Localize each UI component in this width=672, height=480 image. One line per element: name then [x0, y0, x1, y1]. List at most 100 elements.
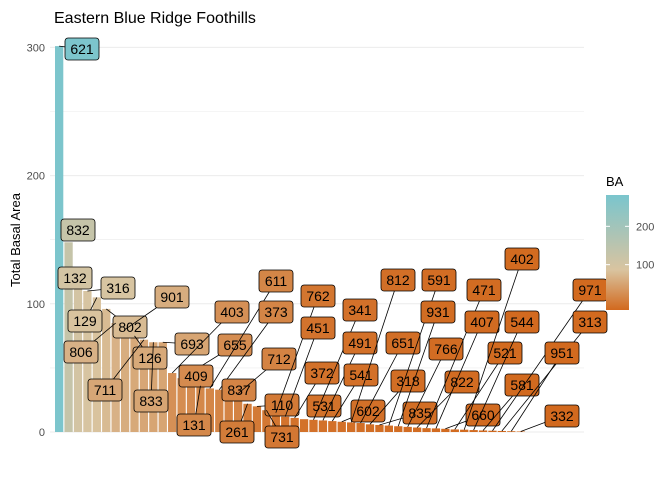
- bar-label-832: 832: [60, 218, 96, 242]
- bar-label-text: 451: [306, 320, 330, 336]
- bar-label-text: 491: [348, 335, 372, 351]
- bar-label-602: 602: [341, 399, 386, 423]
- bar-label-471: 471: [426, 278, 502, 429]
- bar-label-341: 341: [313, 298, 378, 420]
- bar-label-text: 832: [66, 222, 90, 238]
- bar-label-581: 581: [482, 373, 540, 431]
- bar-label-129: 129: [67, 297, 103, 333]
- legend-colorbar: [606, 195, 629, 310]
- y-tick-label: 100: [27, 299, 45, 311]
- bar-label-833: 833: [133, 342, 169, 413]
- legend-title: BA: [606, 174, 624, 189]
- bar-label-text: 402: [510, 251, 534, 267]
- bar-971: [488, 430, 497, 432]
- bar-label-591: 591: [388, 268, 457, 426]
- bar-693: [158, 342, 167, 432]
- bar-label-521: 521: [454, 341, 523, 430]
- bar-766: [403, 426, 412, 432]
- bar-label-812: 812: [350, 268, 416, 423]
- bar-label-802: 802: [106, 308, 148, 339]
- bar-544: [469, 430, 478, 432]
- bar-label-text: 951: [550, 345, 574, 361]
- bar-451: [281, 416, 290, 432]
- bar-label-text: 655: [223, 337, 247, 353]
- bar-label-text: 313: [578, 314, 602, 330]
- bar-label-text: 541: [349, 367, 373, 383]
- bar-label-971: 971: [492, 278, 608, 431]
- bar-531: [299, 419, 309, 432]
- bar-label-text: 611: [265, 273, 288, 289]
- bar-521: [450, 429, 459, 432]
- bar-762: [271, 412, 280, 432]
- bar-label-text: 521: [493, 345, 517, 361]
- bar-label-409: 409: [178, 364, 214, 388]
- bar-label-text: 132: [63, 270, 87, 286]
- bar-621: [55, 46, 64, 432]
- bar-833: [149, 342, 158, 432]
- bar-label-611: 611: [209, 269, 294, 389]
- bar-832: [64, 242, 73, 432]
- bar-label-711: 711: [87, 339, 145, 402]
- bar-label-541: 541: [331, 363, 379, 422]
- bar-951: [507, 431, 516, 432]
- bar-label-403: 403: [171, 300, 250, 374]
- y-tick-label: 0: [39, 427, 45, 439]
- bar-label-373: 373: [218, 300, 294, 390]
- bar-602: [337, 421, 346, 432]
- bar-label-660: 660: [445, 403, 501, 430]
- bar-403: [168, 373, 177, 432]
- bar-label-text: 372: [310, 365, 334, 381]
- bar-471: [422, 428, 431, 432]
- bar-655: [177, 378, 186, 432]
- bar-373: [215, 389, 224, 432]
- bar-581: [478, 430, 488, 432]
- bar-409: [186, 380, 196, 432]
- bar-label-132: 132: [57, 266, 93, 290]
- bar-label-text: 403: [220, 304, 244, 320]
- bar-label-text: 806: [69, 344, 93, 360]
- bar-712: [233, 393, 243, 432]
- bar-label-text: 332: [550, 408, 574, 424]
- bar-label-text: 812: [386, 272, 410, 288]
- bar-812: [347, 422, 356, 432]
- chart-title: Eastern Blue Ridge Foothills: [54, 10, 256, 27]
- bar-label-901: 901: [124, 285, 190, 330]
- bar-label-806: 806: [63, 322, 116, 364]
- bar-label-402: 402: [463, 247, 540, 430]
- bar-label-110: 110: [256, 393, 300, 417]
- bar-611: [205, 388, 215, 432]
- bar-341: [309, 419, 318, 432]
- bar-711: [139, 339, 149, 432]
- bar-label-491: 491: [322, 331, 378, 421]
- bar-label-126: 126: [132, 335, 168, 370]
- bar-label-651: 651: [360, 331, 421, 424]
- bar-label-text: 731: [270, 429, 294, 445]
- bar-129: [92, 297, 101, 432]
- bar-label-332: 332: [520, 404, 580, 432]
- bar-822: [412, 427, 422, 432]
- bar-332: [516, 431, 525, 432]
- bar-label-text: 651: [391, 335, 415, 351]
- bar-label-text: 835: [408, 405, 432, 421]
- bar-802: [102, 308, 111, 432]
- bar-label-931: 931: [397, 300, 456, 427]
- bar-label-text: 261: [225, 424, 249, 440]
- y-tick-label: 300: [27, 42, 45, 54]
- bar-835: [375, 424, 384, 432]
- bar-label-372: 372: [294, 361, 340, 419]
- bar-label-407: 407: [435, 310, 500, 429]
- bar-label-text: 544: [510, 314, 534, 330]
- bar-label-131: 131: [176, 385, 212, 437]
- bars: [55, 46, 525, 432]
- bar-label-712: 712: [237, 347, 297, 394]
- bar-label-text: 407: [470, 314, 494, 330]
- bar-label-text: 971: [578, 282, 602, 298]
- bar-label-text: 621: [70, 41, 94, 57]
- bar-901: [120, 329, 130, 432]
- y-axis-title: Total Basal Area: [8, 192, 23, 287]
- bar-131: [196, 385, 205, 432]
- legend-tick-label: 100: [636, 260, 654, 272]
- bar-label-text: 110: [271, 397, 294, 413]
- bar-261: [243, 403, 252, 432]
